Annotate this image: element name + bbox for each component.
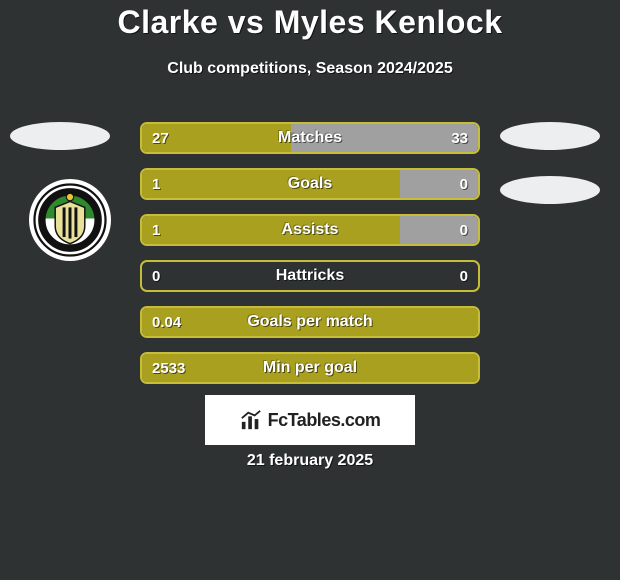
comparison-card: Clarke vs Myles Kenlock Club competition… (0, 0, 620, 580)
stat-fill-left (142, 354, 480, 382)
stat-label: Hattricks (142, 262, 478, 290)
stats-bars: Matches2733 Goals10 Assists10 Hattricks0 0 Go… (140, 122, 480, 398)
stat-value-right: 0 (460, 262, 468, 290)
stat-row: Hattricks0 0 (140, 260, 480, 292)
club-badge (29, 179, 111, 261)
stat-row: Matches2733 (140, 122, 480, 154)
stat-row: Goals per match0.04 (140, 306, 480, 338)
club-badge-svg (33, 183, 107, 257)
stat-row: Min per goal2533 (140, 352, 480, 384)
stat-fill-right (400, 216, 478, 244)
page-title: Clarke vs Myles Kenlock (0, 4, 620, 41)
stat-fill-left (142, 308, 480, 336)
fctables-label: FcTables.com (268, 410, 381, 431)
stat-fill-left (142, 170, 404, 198)
stat-value-left: 0 (152, 262, 160, 290)
stat-row: Assists10 (140, 214, 480, 246)
chart-icon (240, 409, 262, 431)
stat-fill-right (400, 170, 478, 198)
page-subtitle: Club competitions, Season 2024/2025 (0, 60, 620, 78)
player-photo-right-2 (500, 176, 600, 204)
player-photo-left (10, 122, 110, 150)
fctables-attribution: FcTables.com (205, 395, 415, 445)
stat-fill-right (291, 124, 478, 152)
date-footer: 21 february 2025 (0, 452, 620, 470)
stat-fill-left (142, 124, 295, 152)
stat-row: Goals10 (140, 168, 480, 200)
stat-fill-left (142, 216, 404, 244)
player-photo-right-1 (500, 122, 600, 150)
